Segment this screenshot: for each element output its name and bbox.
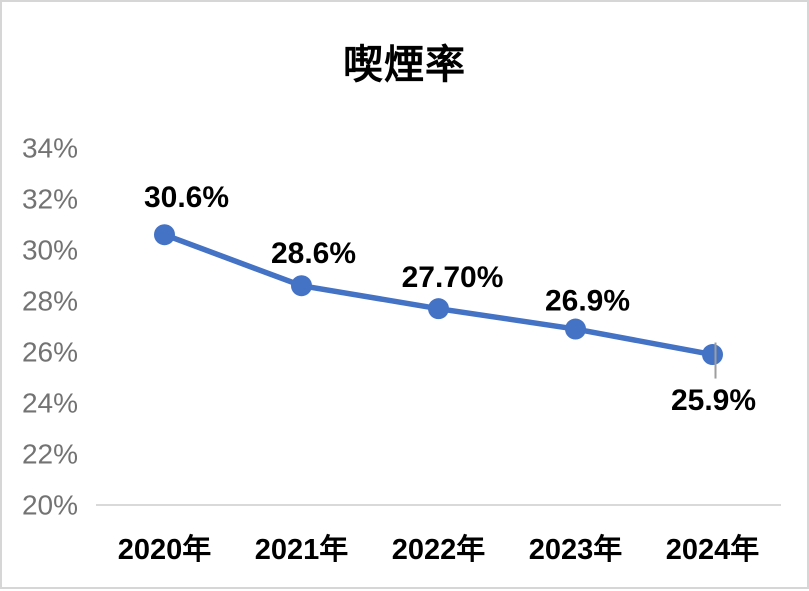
x-tick-label: 2022年	[392, 532, 486, 566]
data-point-marker	[291, 275, 312, 297]
data-label: 25.9%	[671, 384, 756, 417]
data-point-marker	[702, 344, 723, 366]
x-tick-label: 2020年	[118, 532, 212, 566]
trend-line	[161, 231, 716, 358]
data-label: 27.70%	[402, 261, 504, 294]
y-tick-label: 30%	[22, 235, 78, 266]
y-tick-label: 34%	[22, 133, 78, 164]
y-tick-label: 28%	[22, 286, 78, 317]
x-tick-label: 2023年	[529, 532, 623, 566]
data-label: 30.6%	[144, 181, 229, 214]
y-tick-label: 26%	[22, 337, 78, 368]
data-point-marker	[428, 298, 449, 320]
y-tick-label: 20%	[22, 490, 78, 521]
y-tick-label: 32%	[22, 184, 78, 215]
data-label: 26.9%	[545, 285, 630, 318]
x-tick-label: 2024年	[666, 532, 760, 566]
y-tick-label: 22%	[22, 439, 78, 470]
x-tick-label: 2021年	[255, 532, 349, 566]
data-label: 28.6%	[271, 237, 356, 270]
data-point-marker	[154, 224, 175, 246]
data-point-marker	[565, 318, 586, 340]
y-tick-label: 24%	[22, 388, 78, 419]
